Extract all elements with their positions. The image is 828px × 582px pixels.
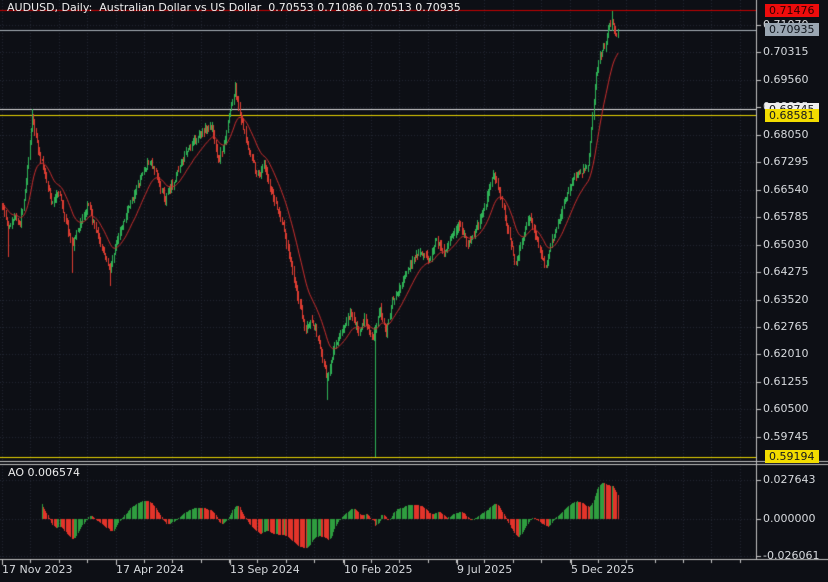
- price-badge-ask: 0.71476: [765, 3, 819, 17]
- price-tick-label: 0.62765: [763, 319, 809, 333]
- price-tick-label: 0.61255: [763, 374, 809, 388]
- price-tick-label: 0.66540: [763, 182, 809, 196]
- price-badge-bid: 0.70935: [765, 23, 819, 37]
- price-tick-label: 0.62010: [763, 347, 809, 361]
- date-label: 17 Nov 2023: [2, 563, 73, 576]
- date-label: 17 Apr 2024: [116, 563, 185, 576]
- price-tick-label: 0.59745: [763, 429, 809, 443]
- date-label: 13 Sep 2024: [230, 563, 300, 576]
- price-badge-hline-yellow: 0.59194: [765, 450, 819, 464]
- price-tick-label: 0.65030: [763, 237, 809, 251]
- date-label: 5 Dec 2025: [571, 563, 635, 576]
- price-badge-hline-yellow: 0.68581: [765, 108, 819, 122]
- date-label: 10 Feb 2025: [344, 563, 413, 576]
- indicator-tick-label: -0.026061: [763, 549, 820, 563]
- price-tick-label: 0.67295: [763, 155, 809, 169]
- price-tick-label: 0.68050: [763, 127, 809, 141]
- indicator-tick-label: 0.027643: [763, 472, 816, 486]
- price-tick-label: 0.63520: [763, 292, 809, 306]
- indicator-tick-label: 0.000000: [763, 512, 816, 525]
- price-tick-label: 0.70315: [763, 45, 809, 59]
- ao-indicator-label: AO 0.006574: [8, 466, 80, 479]
- price-tick-label: 0.60500: [763, 402, 809, 416]
- price-tick-label: 0.64275: [763, 265, 809, 279]
- date-label: 9 Jul 2025: [457, 563, 513, 576]
- price-tick-label: 0.65785: [763, 210, 809, 224]
- price-tick-label: 0.69560: [763, 72, 809, 86]
- chart-title: AUDUSD, Daily: Australian Dollar vs US D…: [7, 1, 461, 14]
